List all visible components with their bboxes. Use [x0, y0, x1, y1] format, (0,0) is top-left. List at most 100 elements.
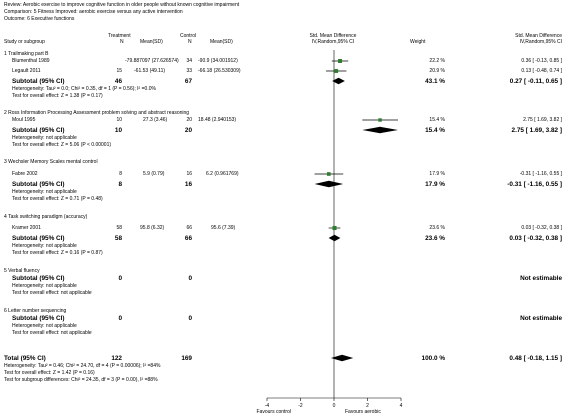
total-heterogeneity-text: Heterogeneity: Tau² = 0.46; Chi² = 24.70… [4, 363, 161, 369]
heterogeneity-text: Heterogeneity: not applicable [12, 323, 77, 329]
treatment-mean-sd: -61.53 (49.11) [134, 68, 166, 74]
subtotal-weight: 43.1 % [425, 78, 445, 85]
total-control-n: 169 [181, 355, 192, 362]
subtotal-weight: 15.4 % [425, 127, 445, 134]
study-weight: 15.4 % [429, 117, 445, 123]
study-marker [332, 225, 337, 231]
control-n: 33 [186, 68, 192, 74]
total-label: Total (95% CI) [4, 355, 46, 362]
subtotal-label: Subtotal (95% CI) [12, 181, 65, 188]
subtotal-control-n: 0 [188, 275, 192, 282]
x-tick-label: 2 [366, 403, 369, 409]
treatment-header: Treatment [108, 33, 131, 39]
subtotal-label: Subtotal (95% CI) [12, 78, 65, 85]
overall-effect-text: Test for overall effect: not applicable [12, 290, 92, 296]
total-weight: 100.0 % [421, 355, 445, 362]
group-title: 6 Letter number sequencing [4, 308, 67, 314]
study-marker [338, 59, 343, 63]
treatment-mean-sd: 95.8 (6.32) [140, 225, 165, 231]
treatment-n: 15 [116, 68, 122, 74]
smd-header-right: Std. Mean Difference [515, 33, 562, 39]
study-weight: 22.2 % [429, 58, 445, 64]
study-ci: 0.13 [ -0.48, 0.74 ] [521, 68, 562, 74]
subtotal-ci: 2.75 [ 1.69, 3.82 ] [511, 127, 562, 134]
group-title: 4 Task switching paradigm (accuracy) [4, 214, 88, 220]
overall-effect-text: Test for overall effect: not applicable [12, 330, 92, 336]
subtotal-diamond [332, 77, 345, 85]
subtotal-weight: 17.9 % [425, 181, 445, 188]
favours-control-label: Favours control [256, 409, 291, 415]
total-treatment-n: 122 [111, 355, 122, 362]
treatment-mean-sd: -79.887097 (27.626574) [125, 58, 179, 64]
subtotal-diamond [314, 180, 344, 188]
study-ci: -0.31 [ -1.16, 0.55 ] [519, 171, 562, 177]
study-weight: 23.6 % [429, 225, 445, 231]
subtotal-ci: Not estimable [520, 275, 562, 282]
subtotal-treatment-n: 8 [118, 181, 122, 188]
x-tick-label: -2 [298, 403, 303, 409]
subtotal-control-n: 66 [184, 235, 192, 242]
control-n: 16 [186, 171, 192, 177]
control-mean-sd: -90.9 (34.001912) [198, 58, 238, 64]
control-mean-header: Mean(SD) [210, 39, 233, 45]
subtotal-treatment-n: 0 [118, 315, 122, 322]
subtotal-control-n: 16 [184, 181, 192, 188]
favours-aerobic-label: Favours aerobic [345, 409, 381, 415]
study-ci: 2.75 [ 1.69, 3.82 ] [523, 117, 562, 123]
subgroup-differences-text: Test for subgroup differences: Chi² = 24… [4, 377, 158, 383]
subtotal-label: Subtotal (95% CI) [12, 127, 65, 134]
control-mean-sd: 18.48 (2.940153) [198, 117, 237, 123]
control-mean-sd: 95.6 (7.39) [211, 225, 236, 231]
heterogeneity-text: Heterogeneity: not applicable [12, 283, 77, 289]
study-name: Moul 1995 [12, 117, 36, 123]
study-weight: 17.9 % [429, 171, 445, 177]
subtotal-treatment-n: 58 [114, 235, 122, 242]
control-n: 34 [186, 58, 192, 64]
subtotal-diamond [328, 234, 341, 242]
smd-method-header: IV,Random,95% CI [311, 39, 355, 45]
total-diamond [330, 354, 354, 362]
review-title: Review: Aerobic exercise to improve cogn… [4, 2, 240, 8]
group-title: 5 Verbal fluency [4, 268, 40, 274]
x-tick-label: -4 [265, 403, 270, 409]
total-ci: 0.48 [ -0.18, 1.15 ] [509, 355, 562, 362]
treatment-mean-sd: 5.9 (0.79) [143, 171, 165, 177]
study-marker [326, 172, 331, 176]
control-n-header: N [188, 39, 192, 45]
subtotal-control-n: 20 [184, 127, 192, 134]
study-marker [334, 69, 339, 73]
x-tick-label: 4 [400, 403, 403, 409]
study-name: Blumenthal 1989 [12, 58, 50, 64]
study-weight: 20.9 % [429, 68, 445, 74]
treatment-n: 10 [116, 117, 122, 123]
study-name: Legault 2011 [12, 68, 41, 74]
study-ci: 0.36 [ -0.13, 0.85 ] [521, 58, 562, 64]
study-ci: 0.03 [ -0.32, 0.38 ] [521, 225, 562, 231]
treatment-mean-sd: 27.3 (3.46) [143, 117, 168, 123]
subtotal-ci: -0.31 [ -1.16, 0.55 ] [507, 181, 562, 188]
treatment-mean-header: Mean(SD) [140, 39, 163, 45]
subtotal-treatment-n: 0 [118, 275, 122, 282]
x-tick-label: 0 [333, 403, 336, 409]
control-header: Control [180, 33, 197, 39]
heterogeneity-text: Heterogeneity: not applicable [12, 135, 77, 141]
group-title: 3 Wechsler Memory Scales mental control [4, 159, 98, 165]
smd-header: Std. Mean Difference [309, 33, 357, 39]
subtotal-weight: 23.6 % [425, 235, 445, 242]
subtotal-diamond [362, 126, 398, 134]
subtotal-ci: 0.03 [ -0.32, 0.38 ] [509, 235, 562, 242]
heterogeneity-text: Heterogeneity: not applicable [12, 243, 77, 249]
control-n: 66 [186, 225, 192, 231]
overall-effect-text: Test for overall effect: Z = 1.38 (P = 0… [12, 93, 103, 99]
overall-effect-text: Test for overall effect: Z = 5.06 (P < 0… [12, 142, 112, 148]
subtotal-treatment-n: 10 [114, 127, 122, 134]
heterogeneity-text: Heterogeneity: not applicable [12, 189, 77, 195]
smd-method-header-right: IV,Random,95% CI [519, 39, 562, 45]
total-overall-effect-text: Test for overall effect: Z = 1.42 (P = 0… [4, 370, 95, 376]
overall-effect-text: Test for overall effect: Z = 0.71 (P = 0… [12, 196, 103, 202]
treatment-n: 58 [116, 225, 122, 231]
study-name: Kramer 2001 [12, 225, 41, 231]
subtotal-ci: 0.27 [ -0.11, 0.65 ] [509, 78, 562, 85]
comparison-title: Comparison: 5 Fitness Improved: aerobic … [4, 9, 183, 15]
